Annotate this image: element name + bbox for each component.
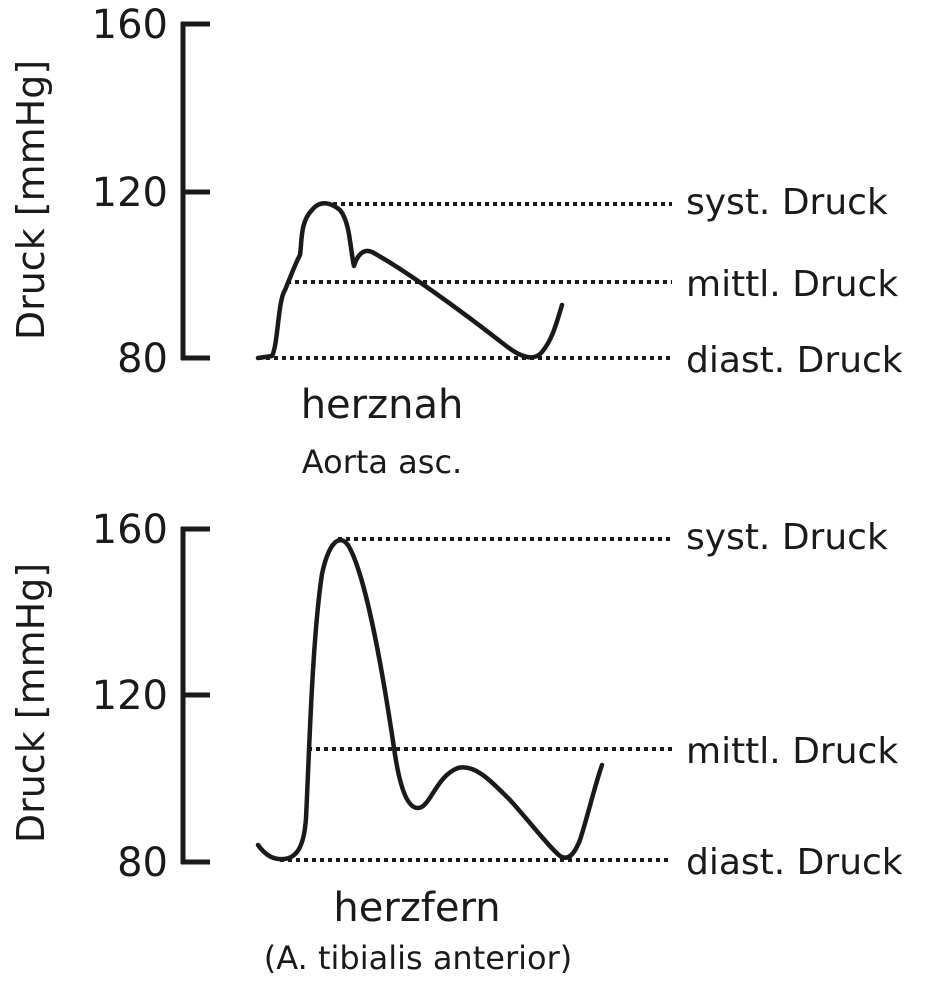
- syst-reference-label: syst. Druck: [686, 182, 888, 223]
- y-tick-label-120: 120: [92, 673, 168, 719]
- panel-herzfern: 160 120 80 Druck [mmHg] syst. Druck mitt…: [9, 507, 903, 977]
- y-tick-label-120: 120: [92, 170, 168, 216]
- syst-reference-label: syst. Druck: [686, 517, 888, 558]
- caption-herznah: herznah: [301, 382, 464, 428]
- y-tick-label-80: 80: [117, 336, 168, 382]
- y-tick-label-80: 80: [117, 840, 168, 886]
- caption-herzfern: herzfern: [333, 885, 500, 931]
- subcaption-aorta: Aorta asc.: [302, 443, 462, 481]
- diast-reference-label: diast. Druck: [686, 340, 903, 381]
- y-axis-label: Druck [mmHg]: [9, 563, 53, 843]
- mittl-reference-label: mittl. Druck: [686, 264, 898, 305]
- subcaption-tibialis: (A. tibialis anterior): [264, 939, 572, 977]
- panel-herznah: 160 120 80 Druck [mmHg] syst. Druck mitt…: [9, 2, 903, 481]
- y-axis-label: Druck [mmHg]: [9, 60, 53, 340]
- y-tick-label-160: 160: [92, 2, 168, 48]
- pressure-curve-herznah: [255, 201, 565, 361]
- pressure-curve-herzfern: [255, 537, 605, 862]
- mittl-reference-label: mittl. Druck: [686, 731, 898, 772]
- diast-reference-label: diast. Druck: [686, 842, 903, 883]
- y-tick-label-160: 160: [92, 507, 168, 553]
